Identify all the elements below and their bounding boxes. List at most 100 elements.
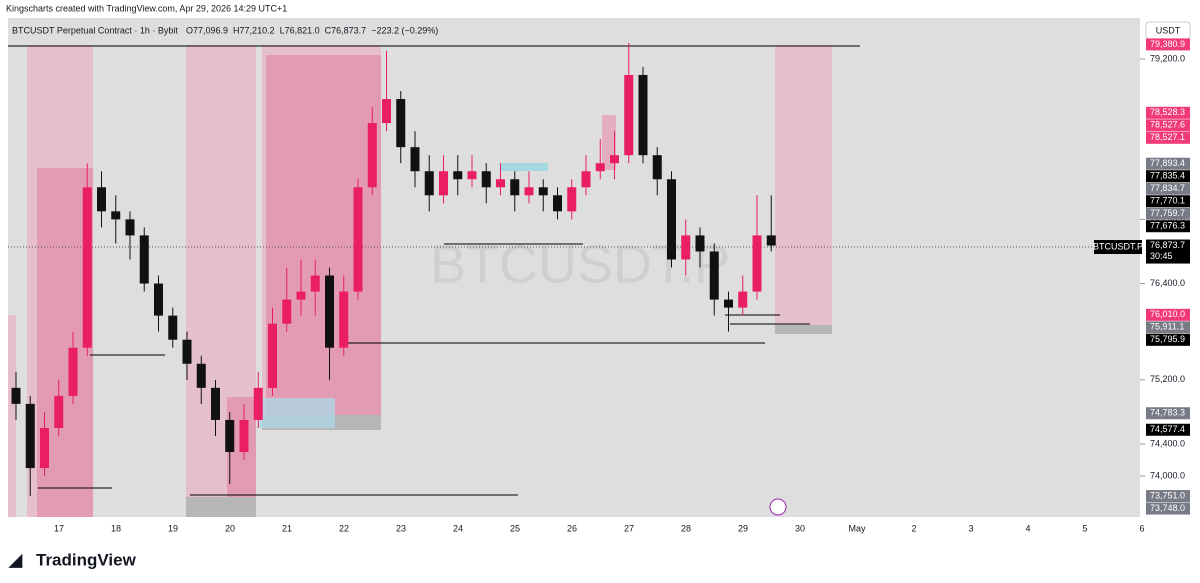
candle-body bbox=[97, 187, 106, 212]
candle-body bbox=[695, 235, 705, 252]
candle-body bbox=[82, 187, 92, 348]
candle-body bbox=[510, 179, 520, 196]
candle-body bbox=[724, 299, 733, 308]
price-tag bbox=[1146, 182, 1190, 195]
candle-body bbox=[652, 155, 662, 180]
zone bbox=[258, 398, 335, 428]
ohlc-value: O77,096.9 bbox=[186, 25, 228, 35]
candle-body bbox=[538, 187, 548, 196]
candle-body bbox=[553, 195, 562, 212]
x-tick-label: 3 bbox=[968, 523, 973, 533]
candle-body bbox=[424, 171, 434, 196]
candle-body bbox=[211, 387, 220, 420]
candle-body bbox=[125, 219, 135, 236]
candle-body bbox=[68, 347, 78, 396]
candle-body bbox=[225, 419, 235, 453]
brand: TradingView bbox=[36, 550, 137, 569]
price-tag-label: 75,911.1 bbox=[1150, 322, 1184, 332]
candle-body bbox=[624, 74, 634, 156]
candle-body bbox=[367, 123, 377, 188]
price-tag bbox=[1146, 38, 1190, 51]
candle-body bbox=[752, 235, 762, 292]
symbol-tag bbox=[1094, 240, 1142, 254]
y-tick-label: 76,400.0 bbox=[1150, 278, 1185, 288]
candle-body bbox=[40, 427, 49, 469]
price-axis: 79,200.077,200.076,400.075,200.074,400.0… bbox=[1140, 38, 1190, 515]
x-tick-label: 27 bbox=[624, 523, 634, 533]
x-tick-label: 20 bbox=[225, 523, 235, 533]
candle-body bbox=[253, 387, 263, 420]
x-tick-label: 30 bbox=[795, 523, 805, 533]
candle-body bbox=[11, 387, 21, 404]
price-tag-label: 73,751.0 bbox=[1150, 490, 1185, 500]
candle-body bbox=[581, 171, 591, 188]
price-tag bbox=[1146, 423, 1190, 436]
price-tag-label: 77,834.7 bbox=[1150, 183, 1185, 193]
candle-body bbox=[268, 323, 277, 388]
candle-body bbox=[638, 74, 648, 156]
zone bbox=[775, 45, 832, 325]
candle-body bbox=[282, 299, 292, 324]
candle-body bbox=[154, 283, 163, 316]
candles bbox=[11, 42, 776, 497]
price-tag bbox=[1146, 333, 1190, 346]
credit: Kingscharts created with TradingView.com… bbox=[6, 3, 287, 13]
price-tag-label: 76,873.7 bbox=[1150, 240, 1185, 250]
price-tag-label: 74,783.3 bbox=[1150, 408, 1185, 418]
zone bbox=[8, 315, 16, 517]
x-tick-label: 23 bbox=[396, 523, 406, 533]
price-tag-label: 77,759.7 bbox=[1150, 208, 1185, 218]
candle-body bbox=[339, 291, 349, 348]
candle-body bbox=[453, 171, 463, 180]
candle-body bbox=[439, 171, 448, 196]
price-tag-label: 77,770.1 bbox=[1150, 196, 1185, 206]
ohlc-value: L76,821.0 bbox=[280, 25, 320, 35]
price-tag bbox=[1146, 308, 1190, 321]
price-tag bbox=[1146, 119, 1190, 132]
candle-body bbox=[738, 291, 748, 308]
x-tick-label: 2 bbox=[911, 523, 916, 533]
x-tick-label: 21 bbox=[282, 523, 292, 533]
candle-body bbox=[139, 235, 149, 284]
candle-body bbox=[25, 403, 35, 469]
x-tick-label: 24 bbox=[453, 523, 463, 533]
y-tick-label: 74,400.0 bbox=[1150, 438, 1185, 448]
candle-body bbox=[239, 419, 249, 453]
candle-body bbox=[667, 179, 676, 260]
price-tag bbox=[1146, 239, 1190, 264]
price-tag-label: 79,380.9 bbox=[1150, 39, 1185, 49]
candle-body bbox=[168, 315, 178, 340]
brand-logo: ◢ bbox=[8, 550, 23, 569]
x-tick-label: 19 bbox=[168, 523, 178, 533]
candle-body bbox=[681, 235, 691, 260]
price-tag-label: 77,676.3 bbox=[1150, 221, 1185, 231]
ohlc-value: H77,210.2 bbox=[233, 25, 275, 35]
candle-body bbox=[182, 339, 192, 364]
x-tick-label: 5 bbox=[1082, 523, 1087, 533]
candle-body bbox=[496, 179, 505, 188]
x-tick-label: May bbox=[848, 523, 866, 533]
price-tag bbox=[1146, 195, 1190, 208]
y-tick-label: 75,200.0 bbox=[1150, 374, 1185, 384]
price-tag-label: 75,795.9 bbox=[1150, 334, 1185, 344]
candle-body bbox=[567, 187, 577, 212]
candle-body bbox=[595, 163, 605, 172]
countdown: 30:45 bbox=[1150, 251, 1173, 261]
candle-body bbox=[524, 187, 534, 196]
price-tag bbox=[1146, 207, 1190, 220]
x-tick-label: 25 bbox=[510, 523, 520, 533]
zone bbox=[500, 163, 548, 171]
price-tag bbox=[1146, 131, 1190, 144]
ohlc-value: −223.2 (−0.29%) bbox=[371, 25, 438, 35]
price-tag-label: 77,835.4 bbox=[1150, 171, 1185, 181]
drawings bbox=[8, 45, 1140, 496]
price-tag-label: 78,527.6 bbox=[1150, 120, 1185, 130]
candle-body bbox=[709, 251, 719, 300]
event-icon[interactable] bbox=[769, 498, 787, 516]
price-tag-label: 76,010.0 bbox=[1150, 309, 1185, 319]
currency[interactable]: USDT bbox=[1156, 25, 1181, 35]
x-tick-label: 4 bbox=[1025, 523, 1030, 533]
price-tag bbox=[1146, 157, 1190, 170]
candle-body bbox=[310, 275, 320, 292]
